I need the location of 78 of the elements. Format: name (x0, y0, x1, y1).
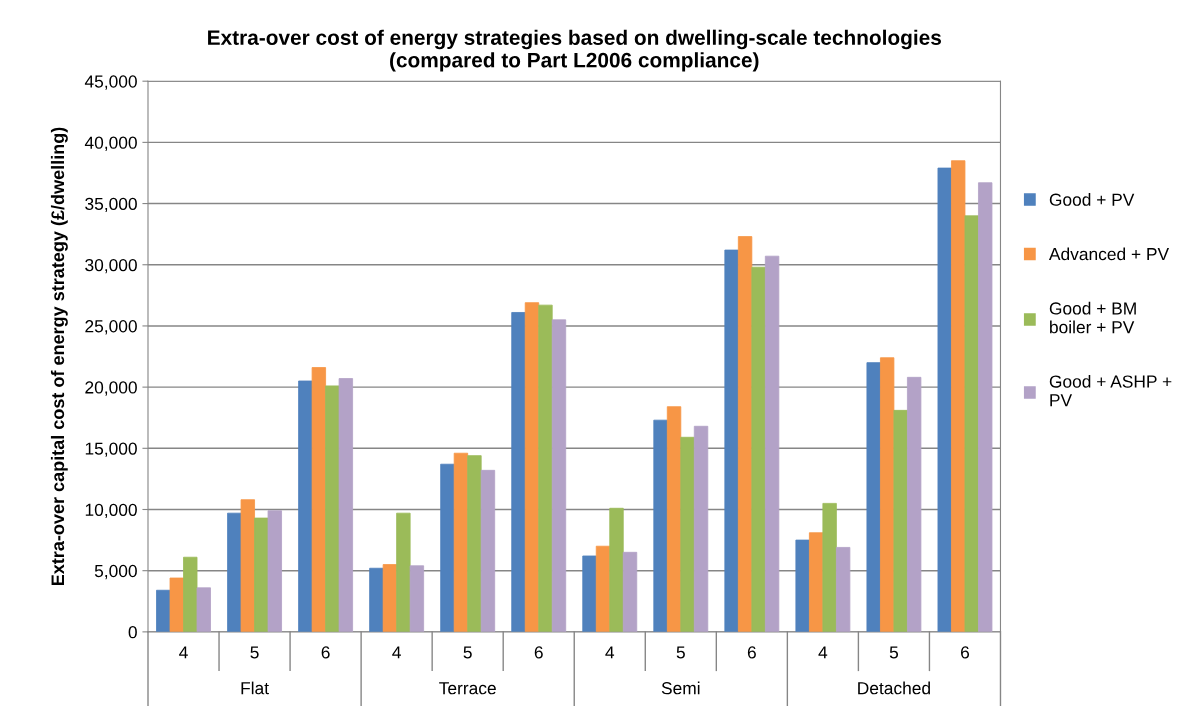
bar (467, 455, 482, 632)
bar (396, 512, 411, 632)
bar (666, 406, 682, 632)
y-tick-label: 15,000 (85, 442, 137, 457)
y-tick-label: 10,000 (85, 503, 137, 519)
bar (440, 463, 455, 632)
x-tick-label: 5 (889, 646, 899, 659)
bar (196, 587, 211, 632)
x-tick-label: 6 (961, 646, 970, 659)
bar (795, 539, 810, 632)
bar (298, 380, 313, 632)
bar (480, 469, 496, 632)
text: Detached (858, 681, 930, 695)
bar (325, 385, 340, 632)
legend-label: Good + ASHP + PV (1049, 374, 1172, 407)
bar (737, 236, 753, 632)
y-tick-label: 0 (128, 626, 137, 639)
text: Semi (661, 681, 700, 695)
bar (338, 378, 354, 632)
text: Terrace (439, 682, 496, 695)
bar (680, 436, 695, 632)
y-tick-label: 30,000 (85, 258, 137, 274)
x-tick-label: 4 (605, 646, 615, 659)
x-tick-label: 4 (392, 646, 401, 659)
y-tick-label: 45,000 (84, 75, 137, 90)
bar (382, 564, 398, 632)
x-tick-label: 4 (818, 646, 828, 659)
bar (582, 555, 597, 632)
y-tick-label: 40,000 (84, 136, 137, 151)
bar (866, 362, 881, 632)
x-tick-label: 5 (676, 646, 685, 659)
bar (538, 304, 553, 632)
y-tick-label: 5,000 (94, 564, 137, 580)
bar (964, 215, 979, 632)
bar (808, 532, 824, 632)
bar (311, 367, 327, 632)
y-axis-title: Extra-over capital cost of energy strategy (£/dwelling) (50, 127, 68, 586)
y-tick-label: 35,000 (85, 197, 137, 213)
x-tick-label: 6 (321, 646, 330, 659)
x-tick-label: 5 (250, 646, 259, 659)
bar (227, 512, 242, 632)
bar (169, 577, 184, 632)
bar (622, 551, 638, 632)
x-tick-label: 6 (747, 646, 756, 659)
x-tick-label: 5 (463, 646, 472, 659)
text: Flat (241, 681, 269, 695)
legend-label: Good + PV (1049, 193, 1135, 206)
bar (254, 517, 269, 632)
x-tick-label: 4 (179, 646, 188, 659)
bar (978, 182, 993, 632)
bar (907, 376, 922, 632)
y-tick-label: 20,000 (85, 381, 137, 396)
legend-label: Advanced + PV (1048, 247, 1170, 261)
bar (693, 425, 709, 632)
bar (835, 547, 851, 632)
y-tick-label: 25,000 (85, 320, 137, 335)
bar (609, 507, 624, 632)
x-tick-label: 6 (534, 646, 543, 659)
bar (653, 419, 668, 632)
chart-title: Extra-over cost of energy strategies based on dwelling-scale technologies (compared to Part L2006 compliance) (208, 29, 941, 72)
bar (880, 357, 895, 632)
bar (453, 452, 469, 632)
bar (595, 545, 611, 632)
bar (822, 502, 837, 632)
bar (724, 249, 739, 632)
legend-label: Good + BM boiler + PV (1049, 301, 1136, 334)
bar (240, 499, 255, 632)
bar (183, 556, 198, 632)
bar (511, 312, 526, 632)
bar (409, 565, 425, 632)
bar (751, 266, 766, 632)
bar (893, 409, 908, 632)
bar (551, 319, 567, 632)
bar (937, 167, 952, 632)
bar (951, 160, 966, 632)
bar (267, 510, 282, 632)
bar (524, 302, 540, 632)
bar (764, 255, 780, 632)
